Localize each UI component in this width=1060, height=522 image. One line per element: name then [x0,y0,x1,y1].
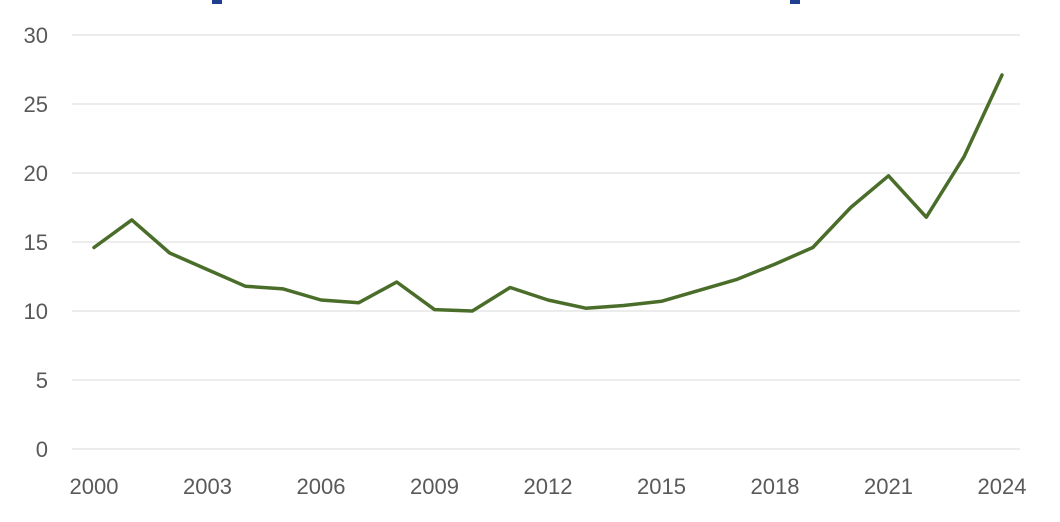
series-line [92,73,1004,313]
x-tick-label: 2012 [524,474,573,499]
y-tick-label: 5 [36,368,48,393]
x-tick-label: 2000 [70,474,119,499]
y-axis-ticks: 0 5 10 15 20 25 30 [24,23,48,462]
x-tick-label: 2018 [751,474,800,499]
x-tick-label: 2024 [978,474,1027,499]
cropped-title-fragment [212,0,222,4]
series-layer [92,73,1004,313]
x-tick-label: 2003 [183,474,232,499]
x-tick-label: 2021 [864,474,913,499]
x-tick-label: 2006 [297,474,346,499]
y-tick-label: 10 [24,299,48,324]
x-axis-ticks: 2000 2003 2006 2009 2012 2015 2018 2021 2024 [70,474,1027,499]
y-tick-label: 20 [24,161,48,186]
y-tick-label: 25 [24,92,48,117]
cropped-title-fragment [790,0,800,4]
x-tick-label: 2015 [637,474,686,499]
x-tick-label: 2009 [410,474,459,499]
y-tick-label: 15 [24,230,48,255]
grid-layer [72,34,1020,450]
y-tick-label: 0 [36,437,48,462]
y-tick-label: 30 [24,23,48,48]
